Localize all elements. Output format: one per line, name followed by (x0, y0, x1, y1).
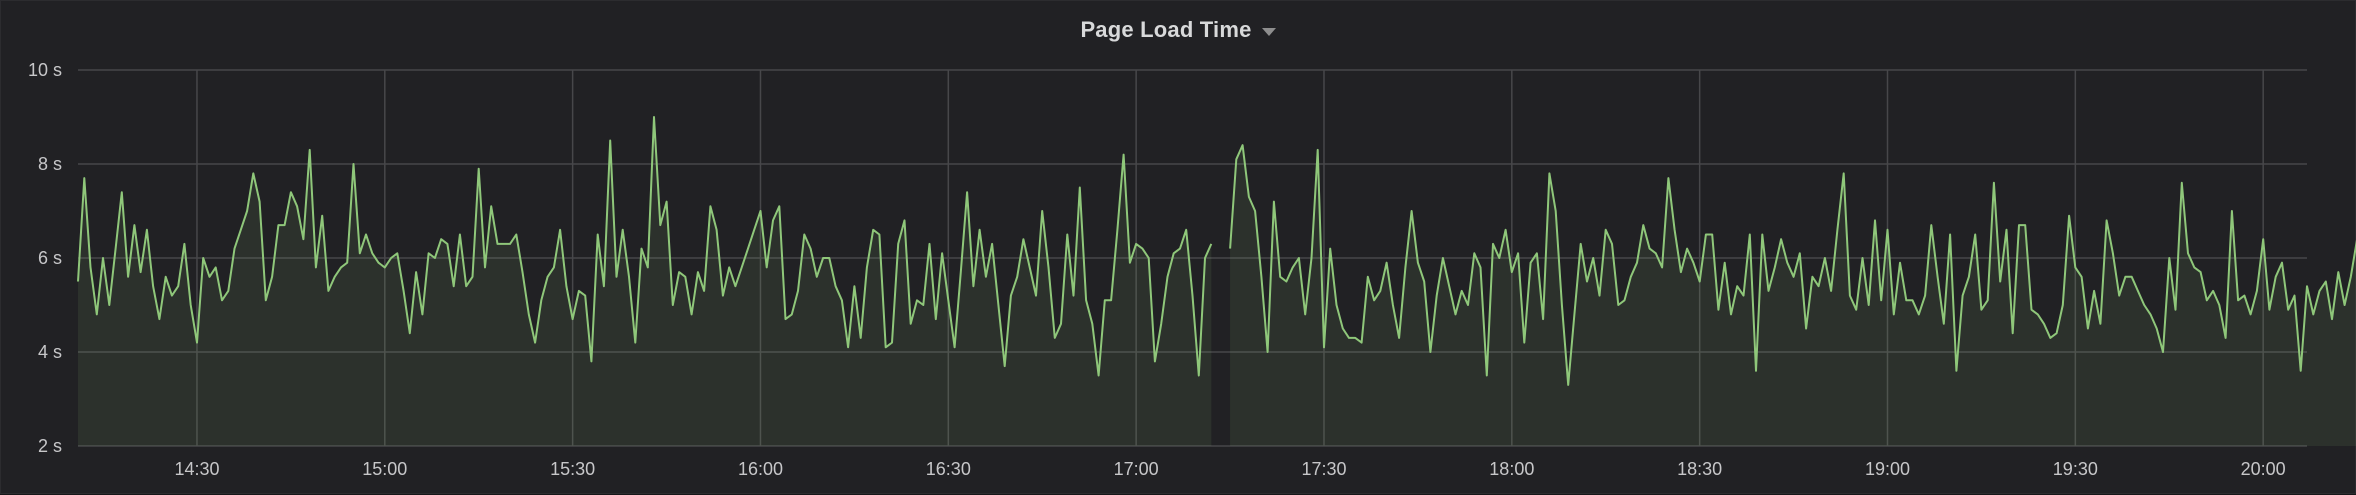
y-tick-label: 2 s (38, 436, 62, 456)
x-tick-label: 14:30 (174, 459, 219, 479)
x-tick-label: 17:30 (1301, 459, 1346, 479)
y-tick-label: 6 s (38, 248, 62, 268)
x-tick-label: 19:00 (1865, 459, 1910, 479)
panel-header: Page Load Time (1, 15, 2355, 45)
x-tick-label: 18:30 (1677, 459, 1722, 479)
x-tick-label: 20:00 (2241, 459, 2286, 479)
x-tick-label: 16:30 (926, 459, 971, 479)
series-line (77, 116, 1213, 377)
y-tick-label: 4 s (38, 342, 62, 362)
series-area (1230, 145, 2356, 446)
x-tick-label: 19:30 (2053, 459, 2098, 479)
x-tick-label: 17:00 (1114, 459, 1159, 479)
x-tick-label: 18:00 (1489, 459, 1534, 479)
x-tick-label: 16:00 (738, 459, 783, 479)
x-tick-label: 15:00 (362, 459, 407, 479)
panel-title: Page Load Time (1080, 17, 1252, 42)
series-line (1229, 144, 2356, 386)
series-area (78, 117, 1212, 446)
panel-title-menu[interactable]: Page Load Time (1080, 17, 1276, 43)
x-tick-label: 15:30 (550, 459, 595, 479)
caret-down-icon[interactable] (1261, 27, 1276, 36)
y-tick-label: 10 s (28, 60, 62, 80)
y-tick-label: 8 s (38, 154, 62, 174)
